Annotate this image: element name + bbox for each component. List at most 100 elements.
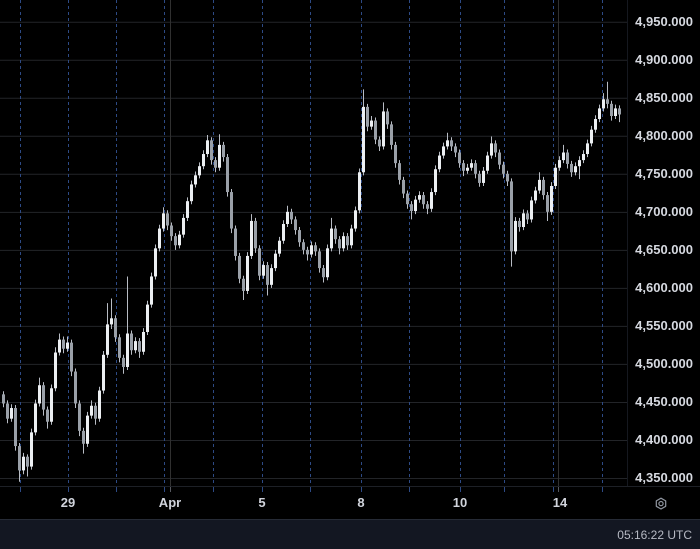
candle-body [322, 268, 325, 278]
candle-body [82, 430, 85, 444]
candle-body [146, 304, 149, 332]
candle-body [602, 99, 605, 109]
candle-body [134, 341, 137, 351]
candle-body [298, 230, 301, 243]
candle-body [550, 185, 553, 212]
candle-body [474, 163, 477, 174]
candle-body [54, 352, 57, 389]
candle-body [242, 278, 245, 291]
price-axis-label: 4,600.000 [635, 279, 693, 295]
candle-body [350, 228, 353, 246]
candle-body [310, 245, 313, 255]
candle-body [382, 111, 385, 147]
time-axis-tick [602, 487, 603, 492]
candle-body [6, 403, 9, 419]
candle-body [498, 152, 501, 165]
candle-body [10, 408, 13, 419]
candle-body [618, 108, 621, 115]
candle-body [374, 120, 377, 140]
candle-body [206, 140, 209, 155]
candle-body [566, 152, 569, 164]
candle-body [186, 201, 189, 218]
candle-body [326, 248, 329, 278]
candle-body [450, 140, 453, 147]
time-axis-tick [164, 487, 165, 492]
candle-body [606, 99, 609, 104]
candle-body [334, 228, 337, 240]
gear-icon[interactable] [653, 496, 669, 512]
candle-body [418, 195, 421, 200]
candle-body [246, 255, 249, 291]
candle-body [562, 152, 565, 161]
time-axis-tick [409, 487, 410, 492]
candle-body [346, 236, 349, 246]
candle-body [506, 173, 509, 182]
status-bar: 05:16:22 UTC [0, 519, 700, 549]
candle-body [386, 111, 389, 125]
candle-body [22, 456, 25, 471]
price-axis[interactable]: 4,950.000 4,900.000 4,850.000 4,800.000 4,75… [627, 0, 700, 486]
candle-body [178, 234, 181, 246]
candle-body [490, 143, 493, 156]
price-axis-label: 4,650.000 [635, 241, 693, 257]
candle-body [390, 124, 393, 145]
time-axis[interactable]: 29 Apr 5 8 10 14 [0, 486, 700, 519]
candle-body [446, 140, 449, 147]
candle-body [330, 228, 333, 249]
candle-body [138, 341, 141, 352]
candle-body [574, 166, 577, 173]
candle-body [434, 169, 437, 193]
candle-body [354, 210, 357, 229]
candle-body [554, 167, 557, 186]
candle-body [278, 240, 281, 254]
candle-body [238, 255, 241, 279]
chart-plot-area[interactable] [0, 0, 627, 486]
candle-body [426, 204, 429, 209]
candle-body [610, 103, 613, 117]
candle-body [358, 172, 361, 211]
candle-body [290, 211, 293, 220]
candle-body [274, 253, 277, 269]
candle-body [502, 164, 505, 174]
price-axis-label: 4,350.000 [635, 470, 693, 485]
candle-body [594, 119, 597, 130]
time-axis-tick [361, 487, 362, 492]
utc-clock: 05:16:22 UTC [617, 528, 692, 542]
candle-body [14, 408, 17, 447]
candle-body [210, 140, 213, 161]
candle-body [538, 179, 541, 191]
candle-body [18, 446, 21, 471]
candle-body [282, 223, 285, 241]
price-axis-label: 4,700.000 [635, 203, 693, 219]
price-axis-label: 4,500.000 [635, 355, 693, 371]
candle-body [42, 385, 45, 410]
candle-body [366, 106, 369, 127]
price-axis-label: 4,400.000 [635, 431, 693, 447]
candle-body [410, 204, 413, 212]
candle-body [414, 199, 417, 212]
time-axis-tick [504, 487, 505, 492]
candle-body [470, 163, 473, 168]
candlestick-chart[interactable] [0, 0, 627, 486]
time-axis-tick [20, 487, 21, 492]
candle-body [142, 331, 145, 352]
candle-body [458, 152, 461, 164]
candle-body [202, 154, 205, 167]
candle-body [270, 268, 273, 285]
candle-body [514, 220, 517, 252]
candle-body [38, 385, 41, 404]
candle-body [522, 213, 525, 228]
candle-body [570, 163, 573, 173]
candle-body [150, 276, 153, 305]
candle-body [442, 146, 445, 156]
price-axis-label: 4,800.000 [635, 127, 693, 143]
candle-body [86, 415, 89, 444]
time-axis-label: 14 [552, 495, 568, 510]
candle-body [2, 394, 5, 404]
candle-body [58, 339, 61, 353]
time-axis-tick [262, 487, 263, 492]
candle-body [586, 143, 589, 155]
candle-body [378, 139, 381, 147]
candle-body [130, 333, 133, 351]
